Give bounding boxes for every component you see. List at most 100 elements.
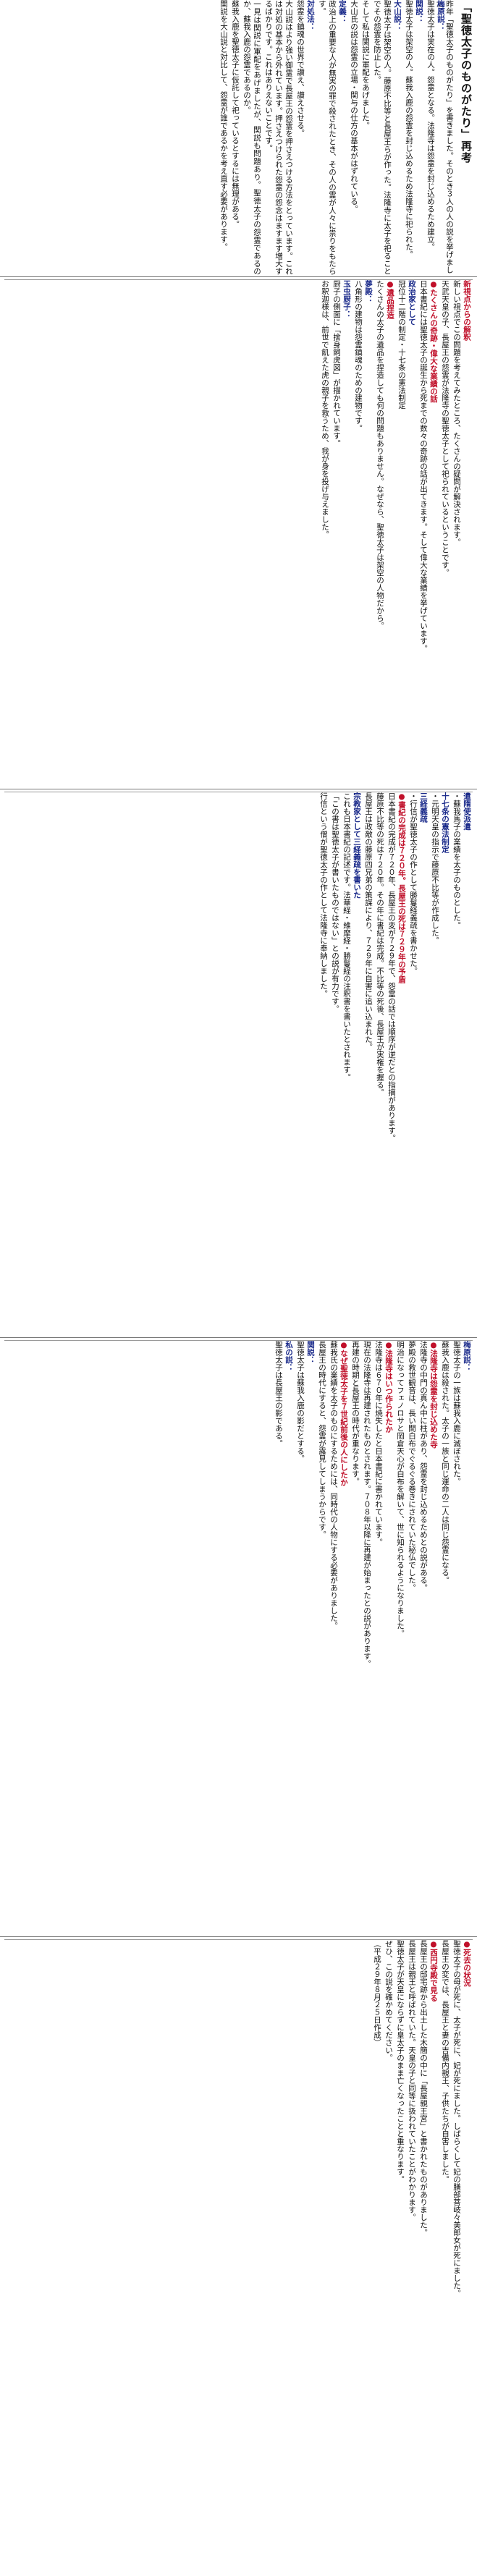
paragraph: 定義： 政治上の重要な人が無実の罪で殺されたとき、その人の霊が人々に祟りをもたらす… (316, 0, 348, 275)
paragraph-text: 八角形の建物は怨霊鎮魂のための建物です。 (354, 280, 363, 432)
paragraph-text: 長屋王は政敵の藤原四兄弟の策謀により、７２９年に自害に追い込まれた。 (364, 792, 373, 1051)
paragraph-heading: 定義： (338, 0, 347, 23)
paragraph: ●書紀の完成は７２０年。長屋王の死は７２９年の予盾 日本書紀の完成が７２０年、長屋… (386, 792, 408, 1335)
paragraph-heading: 遣隋使派遣 (463, 792, 471, 831)
tier-5: ●死去の状況 聖徳太子の母が死に、太子が死に、妃が死にました。しばらくして妃の膳部… (4, 1939, 473, 2569)
paragraph-heading: 梅原説： (463, 1341, 471, 1371)
paragraph-text: ・蘇我馬子の業績を太子のものとした。 (452, 792, 461, 929)
paragraph: 関説： 聖徳太子は架空の人。蘇我入鹿の怨霊を封じ込めるため法隆寺に祀られた。 (403, 0, 425, 275)
paragraph: ●死去の状況 聖徳太子の母が死に、太子が死に、妃が死にました。しばらくして妃の膳部… (451, 1940, 473, 2569)
paragraph: 関説： 聖徳太子は蘇我入鹿の影だとする。 (295, 1341, 316, 1934)
paragraph-text: 「この書は聖徳太子が書いたものではない」との説が有力です。 (331, 792, 339, 1013)
paragraph-text: 聖徳太子は架空の人。藤原不比等と長屋王らが作った。法隆寺に太子を祀ることでその怨… (373, 0, 392, 275)
intro-text: 昨年「聖徳太子のものがたり」を書きました。そのとき３人の人の説を挙げました。 (435, 0, 454, 274)
paragraph-text: 聖徳太子は長屋王の影である。 (274, 1341, 283, 1447)
paragraph: 大山説： 聖徳太子は架空の人。藤原不比等と長屋王らが作った。法隆寺に太子を祀ること… (371, 0, 403, 275)
paragraph-heading: 梅原説： (436, 0, 445, 30)
paragraph: ●遺品捏造 たくさんの太子の遺品を捏造しても何の問題もありません。なぜなら、聖徳太… (374, 280, 396, 787)
paragraph: 対処法： 怨霊を鎮魂の世界で讃え、讃えさせる。 (295, 0, 316, 275)
paragraph: 行信という僧が聖徳太子の作として法隆寺に奉納しました。 (318, 792, 329, 1335)
paragraph-text: 明治になってフェノロサと岡倉天心が白布を解いて、世に知られるようになりました。 (396, 1341, 405, 1637)
paragraph-text: 聖徳太子の母が死に、太子が死に、妃が死にました。しばらくして妃の膳部菩岐々美郎女… (452, 1940, 461, 2297)
paragraph-heading: 私の説： (284, 1341, 293, 1371)
tier-3: 遣隋使派遣 ・蘇我馬子の業績を太子のものとした。 十七条の憲法制定 ・元明天皇の指示で… (4, 792, 473, 1335)
paragraph-text: ・元明天皇の指示で藤原不比等が作成した。 (431, 792, 439, 944)
paragraph: 再建の時期と長屋王の時代が重なります。 (350, 1341, 361, 1934)
paragraph-text: 冠位十二階の制定・十七条の憲法制定 (397, 280, 406, 410)
paragraph-heading: ●法隆寺はいつ作られたか (384, 1341, 393, 1433)
paragraph: 天武天皇の子、長屋王の怨霊が法隆寺の聖徳太子として祀られているということです。 (439, 280, 451, 787)
paragraph: 長屋王の時代にすると、怨霊が露見してしまうからです。 (316, 1341, 328, 1934)
paragraph-text: 長屋王の邸宅跡から出土した木簡の中に「長屋親王宮」と書かれたものがありました。 (419, 1940, 428, 2237)
paragraph: 新視点からの解釈 新しい視点でこの問題を考えてみたところ、たくさんの疑問が解決され… (451, 280, 473, 787)
paragraph: お釈迦様は、前世で飢えた虎の親子を救うため、我が身を投げ与えました。 (319, 280, 331, 787)
paragraph-text: 聖徳太子は架空の人。蘇我入鹿の怨霊を封じ込めるため法隆寺に祀られた。 (405, 0, 413, 258)
paragraph-heading: ●書紀の完成は７２０年。長屋王の死は７２９年の予盾 (397, 792, 406, 983)
paragraph-heading: ●遺品捏造 (386, 280, 394, 319)
paragraph-text: 聖徳太子は実在の人。怨霊となる。法隆寺は怨霊を封じ込めるため建立。 (426, 0, 435, 251)
paragraph-text: 聖徳太子が天皇にならずに皇太子のまま亡くなったことと重なります。 (396, 1940, 405, 2183)
paragraph-text: 大山氏の説は怨霊の立場・関与の仕方の基本がはずれている。 (350, 0, 358, 213)
paragraph-text: 法隆寺の中門の真ん中に柱があり、怨霊を封じ込めるためとの説がある。 (419, 1341, 428, 1592)
paragraph-text: 聖徳太子は蘇我入鹿の影だとする。 (296, 1341, 305, 1462)
title-section: 「聖徳太子のものがたり」再考 昨年「聖徳太子のものがたり」を書きました。そのとき… (0, 0, 477, 275)
paragraph: 遣隋使派遣 ・蘇我馬子の業績を太子のものとした。 (451, 792, 473, 1335)
paragraph-heading: 対処法： (306, 0, 315, 30)
paragraph-text: 蘇我入鹿を聖徳太子に仮託して祀っているとするには無理がある。 (231, 0, 240, 228)
paragraph-text: お釈迦様は、前世で飢えた虎の親子を救うため、我が身を投げ与えました。 (321, 280, 329, 538)
paragraph-heading: 政治家として (408, 280, 416, 326)
paragraph-text: 日本書紀の完成が７２０年、長屋王の変が７２９年で、怨霊の話では順序が逆だとの指摘… (387, 792, 396, 1142)
paragraph-text: 行信という僧が聖徳太子の作として法隆寺に奉納しました。 (319, 792, 328, 998)
paragraph-heading: 玉虫厨子： (342, 280, 351, 318)
tier-2: 新視点からの解釈 新しい視点でこの問題を考えてみたところ、たくさんの疑問が解決され… (4, 279, 473, 787)
paragraph: ●たくさんの奇跡・偉大な業績の話 日本書紀には聖徳太子の誕生から死までの数々の奇跡… (418, 280, 439, 787)
paragraph: 宗教家として三経義疏を書いた これも日本書紀の記述です。法華経・維摩経・勝鬘経の注… (341, 792, 363, 1335)
paragraph-text: 蘇我氏の業績を太子のものにするためには、同時代の人物にする必要がありました。 (329, 1341, 338, 1630)
paragraph: 蘇我入鹿を聖徳太子に仮託して祀っているとするには無理がある。 (229, 0, 241, 275)
paragraph-text: ・行信が聖徳太子の作として勝鬘経義疏を書かせた。 (409, 792, 418, 975)
paragraph-text: 法隆寺は６７０年に焼失したと日本書紀に書かれています。 (374, 1341, 383, 1546)
paragraph: ●なぜ聖徳太子を７世紀前後の人にしたか 蘇我氏の業績を太子のものにするためには、同… (328, 1341, 350, 1934)
tier-1: 梅原説： 聖徳太子は実在の人。怨霊となる。法隆寺は怨霊を封じ込めるため建立。 関説：… (4, 0, 447, 275)
paragraph-text: 一見は関説に軍配をあげましたが、関説も問題あり。聖徳太子の怨霊であるのか、蘇我入… (242, 0, 261, 275)
paragraph-heading: 宗教家として三経義疏を書いた (353, 792, 361, 899)
paragraph: 三経義疏 ・行信が聖徳太子の作として勝鬘経義疏を書かせた。 (408, 792, 429, 1335)
paragraph-heading: 十七条の憲法制定 (441, 792, 449, 853)
paragraph: 梅原説： 聖徳太子の一族は蘇我入鹿に滅ぼされた。 (451, 1341, 473, 1934)
paragraph: 長屋王の変では、長屋王と妻の吉備内親王、子供たちが自害しました。 (439, 1940, 451, 2569)
paragraph: ●西円寺殿で見る 長屋王の邸宅跡から出土した木簡の中に「長屋親王宮」と書かれたもの… (418, 1940, 439, 2569)
paragraph: 政治家として 冠位十二階の制定・十七条の憲法制定 (396, 280, 418, 787)
paragraph: 私の説： 聖徳太子は長屋王の影である。 (273, 1341, 295, 1934)
paragraph: 蘇我入鹿は殺された。太子の一族と同じ運命の二人は同じ怨霊になる。 (439, 1341, 451, 1934)
paragraph: 関説を大山説と対比して、怨霊が誰であるかを考え直す必要があります。 (218, 0, 229, 275)
paragraph: 夢殿の救世観音は、長い間白布でぐるぐる巻きにされていた秘仏でした。 (406, 1341, 418, 1934)
paragraph-text: （平成２９年８月２５日作成） (373, 1940, 381, 2046)
paragraph: ●法隆寺は怨霊を封じ込めた寺 法隆寺の中門の真ん中に柱があり、怨霊を封じ込めるため… (418, 1341, 439, 1934)
paragraph: 藤原不比等の死は７２０年。その年に書紀は完成。不比等の死後、長屋王が実権を握る。 (374, 792, 386, 1335)
paragraph: 夢殿： 八角形の建物は怨霊鎮魂のための建物です。 (353, 280, 374, 787)
paragraph-text: 聖徳太子の一族は蘇我入鹿に滅ぼされた。 (452, 1341, 461, 1486)
paragraph: ●法隆寺はいつ作られたか 法隆寺は６７０年に焼失したと日本書紀に書かれています。 (373, 1341, 394, 1934)
paragraph: 「この書は聖徳太子が書いたものではない」との説が有力です。 (329, 792, 341, 1335)
paragraph-text: 天武天皇の子、長屋王の怨霊が法隆寺の聖徳太子として祀られているということです。 (441, 280, 449, 577)
paragraph-text: 夢殿の救世観音は、長い間白布でぐるぐる巻きにされていた秘仏でした。 (408, 1341, 416, 1592)
paragraph: 十七条の憲法制定 ・元明天皇の指示で藤原不比等が作成した。 (429, 792, 451, 1335)
paragraph-heading: 大山説： (393, 0, 402, 30)
paragraph-text: 藤原不比等の死は７２０年。その年に書紀は完成。不比等の死後、長屋王が実権を握る。 (376, 792, 384, 1096)
paragraph-text: 厨子の側面に「捨身飼虎図」が描かれています。 (332, 280, 341, 447)
paragraph-heading: 関説： (306, 1341, 315, 1364)
paragraph-text: 新しい視点でこの問題を考えてみたところ、たくさんの疑問が解決されます。 (452, 280, 461, 546)
paragraph: 一見は関説に軍配をあげましたが、関説も問題あり。聖徳太子の怨霊であるのか、蘇我入… (241, 0, 263, 275)
paragraph-text: 日本書紀には聖徳太子の誕生から死までの数々の奇跡の話が出てきます。そして偉大な業… (419, 280, 428, 653)
paragraph-text: 関説を大山説と対比して、怨霊が誰であるかを考え直す必要があります。 (219, 0, 228, 251)
paragraph-text: これも日本書紀の記述です。法華経・維摩経・勝鬘経の注釈書を書いたとされます。 (342, 792, 351, 1081)
paragraph-heading: ●なぜ聖徳太子を７世紀前後の人にしたか (339, 1341, 348, 1486)
page-title: 「聖徳太子のものがたり」再考 (460, 1, 473, 164)
paragraph: 梅原説： 聖徳太子は実在の人。怨霊となる。法隆寺は怨霊を封じ込めるため建立。 (425, 0, 447, 275)
paragraph-text: 長屋王の時代にすると、怨霊が露見してしまうからです。 (318, 1341, 326, 1538)
paragraph-text: 長屋王は親王と呼ばれていた。天皇の子と同等に扱われていたことがわかります。 (408, 1940, 416, 2221)
paragraph: 大山説はより強い御霊で長屋王の怨霊を押さえつける方法をとっています。これは対処の… (263, 0, 295, 275)
paragraph-text: そして私は関説に軍配をあげました。 (361, 0, 370, 130)
paragraph-heading: ●西円寺殿で見る (429, 1940, 438, 2002)
paragraph: 長屋王は親王と呼ばれていた。天皇の子と同等に扱われていたことがわかります。 (406, 1940, 418, 2569)
